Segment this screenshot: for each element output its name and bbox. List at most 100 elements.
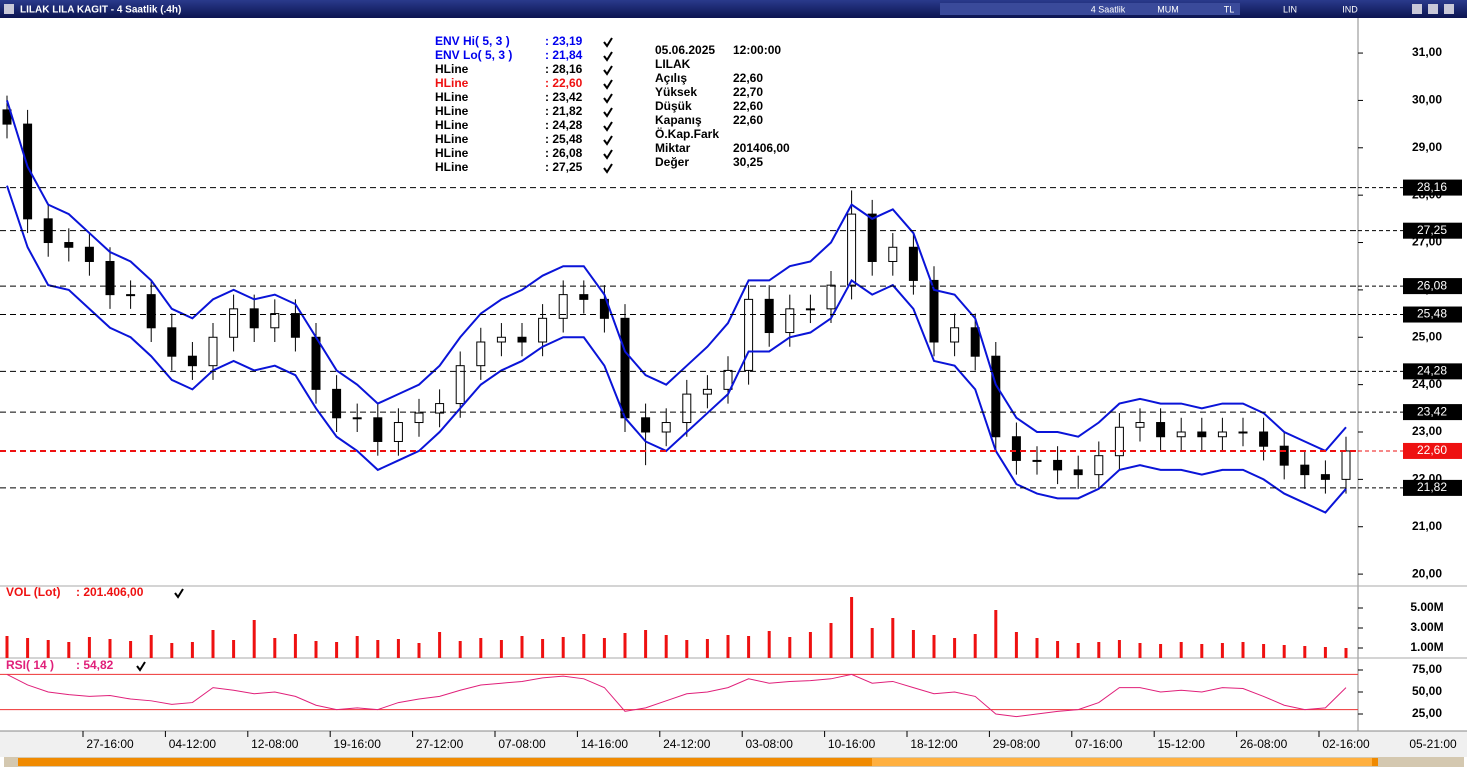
volume-bar — [46, 640, 50, 658]
volume-bar — [1138, 643, 1142, 658]
h-line-box — [1403, 222, 1462, 239]
panel-value: : 201.406,00 — [76, 585, 144, 599]
legend-value: : 24,28 — [545, 118, 583, 132]
volume-bar — [170, 643, 174, 658]
candle-body — [908, 246, 918, 281]
h-line-label: 21,82 — [1417, 480, 1447, 494]
candle-body — [2, 109, 12, 125]
info-value: 201406,00 — [733, 141, 790, 155]
candle-body — [1156, 422, 1166, 438]
minimize-button[interactable] — [1412, 4, 1422, 14]
h-line-box — [1403, 179, 1462, 196]
volume-bar — [582, 634, 586, 658]
legend-name: HLine — [435, 76, 469, 90]
volume-bar — [623, 633, 627, 658]
close-button[interactable] — [1444, 4, 1454, 14]
check-icon — [174, 588, 184, 599]
toolbar-icons[interactable] — [940, 3, 1240, 15]
volume-bar — [644, 630, 648, 658]
candle-body — [126, 294, 136, 297]
volume-bar — [1117, 640, 1121, 658]
x-tick-label: 04-12:00 — [169, 737, 217, 751]
toolbar-item[interactable]: IND — [1342, 4, 1358, 14]
candle-body — [641, 417, 651, 433]
volume-bar — [747, 636, 751, 658]
envelope-line — [6, 185, 1347, 514]
candle-body — [1238, 431, 1248, 434]
toolbar-item[interactable]: LIN — [1283, 4, 1297, 14]
candle-body — [558, 294, 568, 319]
volume-bar — [994, 610, 998, 658]
check-icon — [603, 65, 613, 76]
legend-name: ENV Lo( 5, 3 ) — [435, 48, 512, 62]
volume-bar — [767, 631, 771, 658]
check-icon — [603, 121, 613, 132]
legend-name: ENV Hi( 5, 3 ) — [435, 34, 510, 48]
volume-bar — [1200, 644, 1204, 658]
y-tick-label: 75,00 — [1412, 662, 1442, 676]
panel-value: : 54,82 — [76, 658, 114, 672]
candle-body — [599, 298, 609, 319]
check-icon — [136, 661, 146, 672]
candle-body — [352, 417, 362, 420]
title-bar — [0, 0, 1467, 18]
y-tick-label: 25,00 — [1412, 706, 1442, 720]
candle-body — [84, 246, 94, 262]
close-icon[interactable] — [4, 4, 14, 14]
check-icon — [603, 135, 613, 146]
volume-bar — [788, 637, 792, 658]
candle-body — [744, 298, 754, 371]
x-tick-label: 19-16:00 — [334, 737, 382, 751]
x-tick-label: 07-08:00 — [498, 737, 546, 751]
candle-body — [1259, 431, 1269, 447]
volume-bar — [273, 638, 277, 658]
volume-bar — [1056, 641, 1060, 658]
volume-bar — [973, 634, 977, 658]
maximize-button[interactable] — [1428, 4, 1438, 14]
volume-bar — [829, 623, 833, 658]
legend-name: HLine — [435, 132, 469, 146]
toolbar-item[interactable]: 4 Saatlik — [1091, 4, 1126, 14]
y-tick-label: 50,00 — [1412, 684, 1442, 698]
info-value: 22,60 — [733, 71, 763, 85]
y-tick-label: 31,00 — [1412, 45, 1442, 59]
volume-bar — [67, 642, 71, 658]
volume-bar — [314, 641, 318, 658]
volume-bar — [1014, 632, 1018, 658]
volume-bar — [499, 640, 503, 658]
legend-name: HLine — [435, 118, 469, 132]
volume-bar — [726, 635, 730, 658]
toolbar-item[interactable]: TL — [1224, 4, 1235, 14]
legend-value: : 21,84 — [545, 48, 583, 62]
volume-bar — [190, 642, 194, 658]
volume-bar — [479, 638, 483, 658]
check-icon — [603, 79, 613, 90]
h-line-box — [1403, 442, 1462, 459]
volume-bar — [211, 630, 215, 658]
legend-value: : 28,16 — [545, 62, 583, 76]
panel-name: RSI( 14 ) — [6, 658, 54, 672]
volume-bar — [911, 630, 915, 658]
volume-bar — [953, 638, 957, 658]
y-tick-label: 5.00M — [1410, 600, 1443, 614]
volume-bar — [1303, 646, 1307, 658]
info-value: 30,25 — [733, 155, 763, 169]
volume-bar — [87, 637, 91, 658]
candle-body — [682, 393, 692, 424]
legend-value: : 23,42 — [545, 90, 583, 104]
volume-bar — [602, 638, 606, 658]
check-icon — [603, 51, 613, 62]
toolbar-item[interactable]: MUM — [1157, 4, 1179, 14]
h-line-label: 28,16 — [1417, 180, 1447, 194]
x-tick-label: 15-12:00 — [1158, 737, 1206, 751]
volume-bar — [932, 635, 936, 658]
volume-bar — [541, 639, 545, 658]
legend-name: HLine — [435, 160, 469, 174]
scrollbar-track[interactable] — [18, 758, 1378, 766]
info-panel: 05.06.2025 12:00:00 LILAK Açılış 22,60 Yük… — [655, 43, 790, 169]
candle-body — [929, 279, 939, 343]
volume-bar — [5, 636, 9, 658]
candle-body — [847, 213, 857, 286]
candle-body — [1135, 422, 1145, 428]
scrollbar-thumb[interactable] — [872, 758, 1372, 766]
